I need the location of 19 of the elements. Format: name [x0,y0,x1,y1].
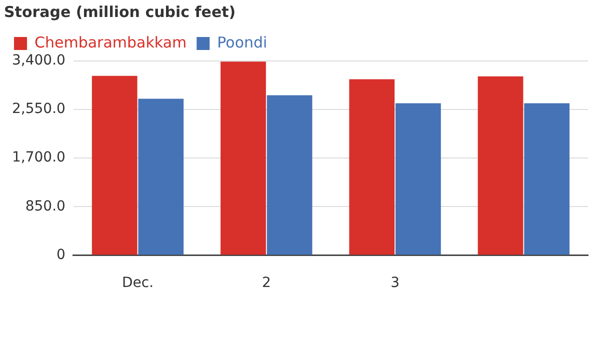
bar [138,98,184,255]
legend-label: Poondi [217,33,268,52]
x-tick-label: Dec. [122,275,154,292]
y-tick-label: 0 [56,246,66,263]
y-tick-label: 3,400.0 [12,52,66,69]
bar [524,103,570,255]
bar [478,76,524,255]
chart-title: Storage (million cubic feet) [4,2,236,21]
bar [349,79,395,255]
legend-label: Chembarambakkam [34,33,187,52]
bar [266,95,312,255]
x-tick-label: 3 [390,275,400,292]
y-tick-label: 2,550.0 [12,101,66,118]
y-tick-label: 1,700.0 [12,150,66,166]
y-tick-label: 850.0 [25,198,66,214]
bar [396,103,441,255]
x-tick-label: 2 [262,275,271,292]
bar [92,76,138,255]
bar [220,62,266,255]
